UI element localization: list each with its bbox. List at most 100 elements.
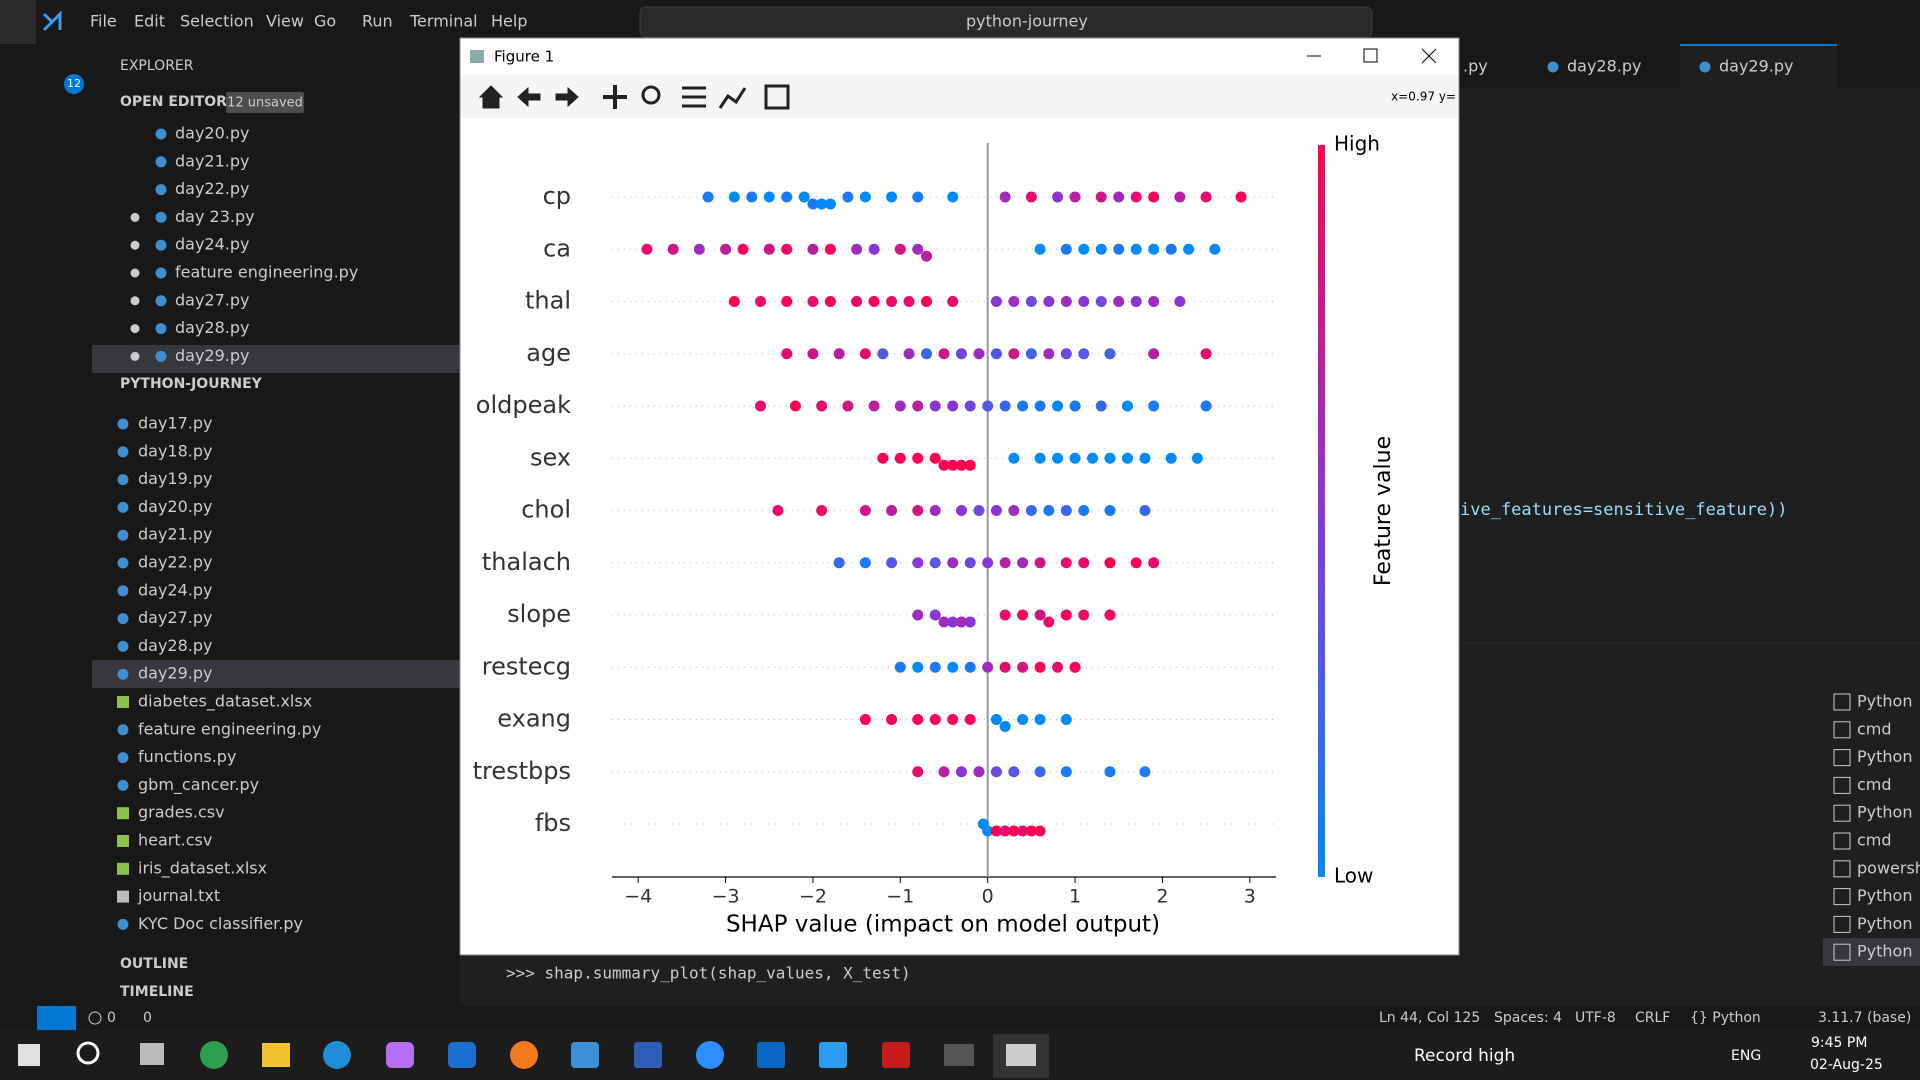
- editor-tab[interactable]: day29.py: [1719, 57, 1794, 76]
- file-item[interactable]: day24.py: [138, 580, 213, 599]
- app-icon[interactable]: [944, 1044, 974, 1066]
- file-item[interactable]: diabetes_dataset.xlsx: [138, 692, 312, 712]
- shap-dot: [929, 557, 941, 569]
- status-item[interactable]: Ln 44, Col 125: [1379, 1010, 1480, 1026]
- file-item[interactable]: day29.py: [138, 664, 213, 683]
- start-button[interactable]: [18, 1044, 40, 1066]
- terminal-session[interactable]: Python: [1857, 747, 1912, 766]
- file-item[interactable]: gbm_cancer.py: [138, 775, 259, 795]
- zoom-button[interactable]: [641, 85, 661, 105]
- open-editor[interactable]: day29.py: [175, 346, 250, 365]
- status-warnings[interactable]: 0: [143, 1010, 152, 1026]
- shap-dot: [868, 243, 880, 255]
- app-icon[interactable]: [510, 1041, 538, 1069]
- terminal-icon: [1833, 776, 1851, 794]
- app-icon[interactable]: [571, 1042, 599, 1068]
- menu-item[interactable]: Go: [314, 12, 336, 31]
- pan-button[interactable]: [603, 85, 627, 109]
- app-icon[interactable]: [448, 1042, 476, 1068]
- open-editor[interactable]: day21.py: [175, 151, 250, 170]
- shap-dot: [1008, 505, 1020, 516]
- file-item[interactable]: functions.py: [138, 747, 236, 766]
- task-view[interactable]: [140, 1043, 164, 1065]
- shap-dot: [728, 296, 740, 307]
- shap-dot: [886, 557, 898, 569]
- section-header[interactable]: TIMELINE: [120, 984, 194, 1000]
- search-button[interactable]: [76, 1041, 100, 1065]
- menu-item[interactable]: File: [90, 12, 117, 31]
- open-editor[interactable]: day22.py: [175, 179, 250, 198]
- configure-button[interactable]: [682, 86, 706, 108]
- app-icon[interactable]: [634, 1042, 662, 1068]
- file-item[interactable]: day17.py: [138, 414, 213, 433]
- terminal-session[interactable]: cmd: [1857, 775, 1892, 794]
- command-center[interactable]: [639, 6, 1373, 38]
- section-header[interactable]: PYTHON-JOURNEY: [120, 376, 263, 392]
- back-button[interactable]: [517, 86, 541, 108]
- edit-axis-button[interactable]: [718, 87, 747, 109]
- status-item[interactable]: UTF-8: [1575, 1010, 1616, 1026]
- terminal-session[interactable]: Python: [1857, 914, 1912, 933]
- file-item[interactable]: grades.csv: [138, 803, 225, 822]
- file-item[interactable]: day27.py: [138, 608, 213, 627]
- file-item[interactable]: day18.py: [138, 441, 213, 460]
- open-editor[interactable]: day20.py: [175, 124, 250, 143]
- file-item[interactable]: KYC Doc classifier.py: [138, 914, 303, 933]
- app-icon[interactable]: [757, 1042, 785, 1068]
- remote-button[interactable]: [37, 1006, 76, 1030]
- menu-item[interactable]: View: [266, 12, 304, 31]
- menu-item[interactable]: Selection: [180, 12, 254, 31]
- app-icon[interactable]: [386, 1042, 414, 1068]
- open-editor[interactable]: day27.py: [175, 290, 250, 309]
- terminal-session[interactable]: cmd: [1857, 831, 1892, 850]
- status-errors[interactable]: 0: [107, 1010, 116, 1026]
- app-icon[interactable]: [200, 1041, 228, 1069]
- app-icon[interactable]: [696, 1041, 724, 1069]
- terminal-session[interactable]: powersh: [1857, 858, 1920, 877]
- file-item[interactable]: iris_dataset.xlsx: [138, 858, 267, 878]
- open-editor[interactable]: day24.py: [175, 235, 250, 254]
- menu-item[interactable]: Terminal: [409, 12, 478, 31]
- file-item[interactable]: day21.py: [138, 525, 213, 544]
- figure-window: [459, 37, 1460, 956]
- editor-tab[interactable]: day28.py: [1567, 57, 1642, 76]
- forward-button[interactable]: [555, 86, 579, 108]
- file-item[interactable]: day19.py: [138, 469, 213, 488]
- shap-dot: [955, 766, 967, 778]
- terminal-session[interactable]: Python: [1857, 692, 1912, 711]
- open-editor[interactable]: day28.py: [175, 318, 250, 337]
- close-button[interactable]: [1421, 48, 1437, 64]
- file-item[interactable]: day28.py: [138, 636, 213, 655]
- open-editor[interactable]: day 23.py: [175, 207, 255, 226]
- app-icon[interactable]: [819, 1042, 847, 1068]
- menu-item[interactable]: Help: [491, 12, 527, 31]
- maximize-button[interactable]: [1363, 48, 1378, 63]
- terminal-session[interactable]: Python: [1857, 803, 1912, 822]
- terminal-session[interactable]: cmd: [1857, 719, 1892, 738]
- home-button[interactable]: [478, 85, 504, 109]
- feature-label: oldpeak: [476, 391, 571, 419]
- file-item[interactable]: feature engineering.py: [138, 719, 321, 738]
- terminal-session[interactable]: Python: [1857, 886, 1912, 905]
- menu-item[interactable]: Run: [362, 12, 393, 31]
- file-item[interactable]: day22.py: [138, 553, 213, 572]
- status-item[interactable]: CRLF: [1635, 1010, 1670, 1026]
- file-item[interactable]: journal.txt: [137, 886, 220, 905]
- menu-item[interactable]: Edit: [134, 12, 165, 31]
- app-icon[interactable]: [1006, 1044, 1036, 1066]
- app-icon[interactable]: [262, 1043, 290, 1067]
- status-item[interactable]: 3.11.7 (base): [1818, 1010, 1911, 1026]
- file-item[interactable]: day20.py: [138, 497, 213, 516]
- section-header[interactable]: OPEN EDITORS: [120, 94, 237, 110]
- app-menu[interactable]: [0, 0, 36, 44]
- editor-tab[interactable]: .py: [1463, 57, 1488, 76]
- status-item[interactable]: {} Python: [1690, 1010, 1761, 1026]
- terminal-session[interactable]: Python: [1857, 942, 1912, 961]
- save-button[interactable]: [764, 84, 790, 110]
- status-item[interactable]: Spaces: 4: [1494, 1010, 1562, 1026]
- open-editor[interactable]: feature engineering.py: [175, 263, 358, 282]
- file-item[interactable]: heart.csv: [138, 831, 212, 850]
- section-header[interactable]: OUTLINE: [120, 956, 188, 972]
- app-icon[interactable]: [882, 1042, 910, 1068]
- app-icon[interactable]: [323, 1041, 351, 1069]
